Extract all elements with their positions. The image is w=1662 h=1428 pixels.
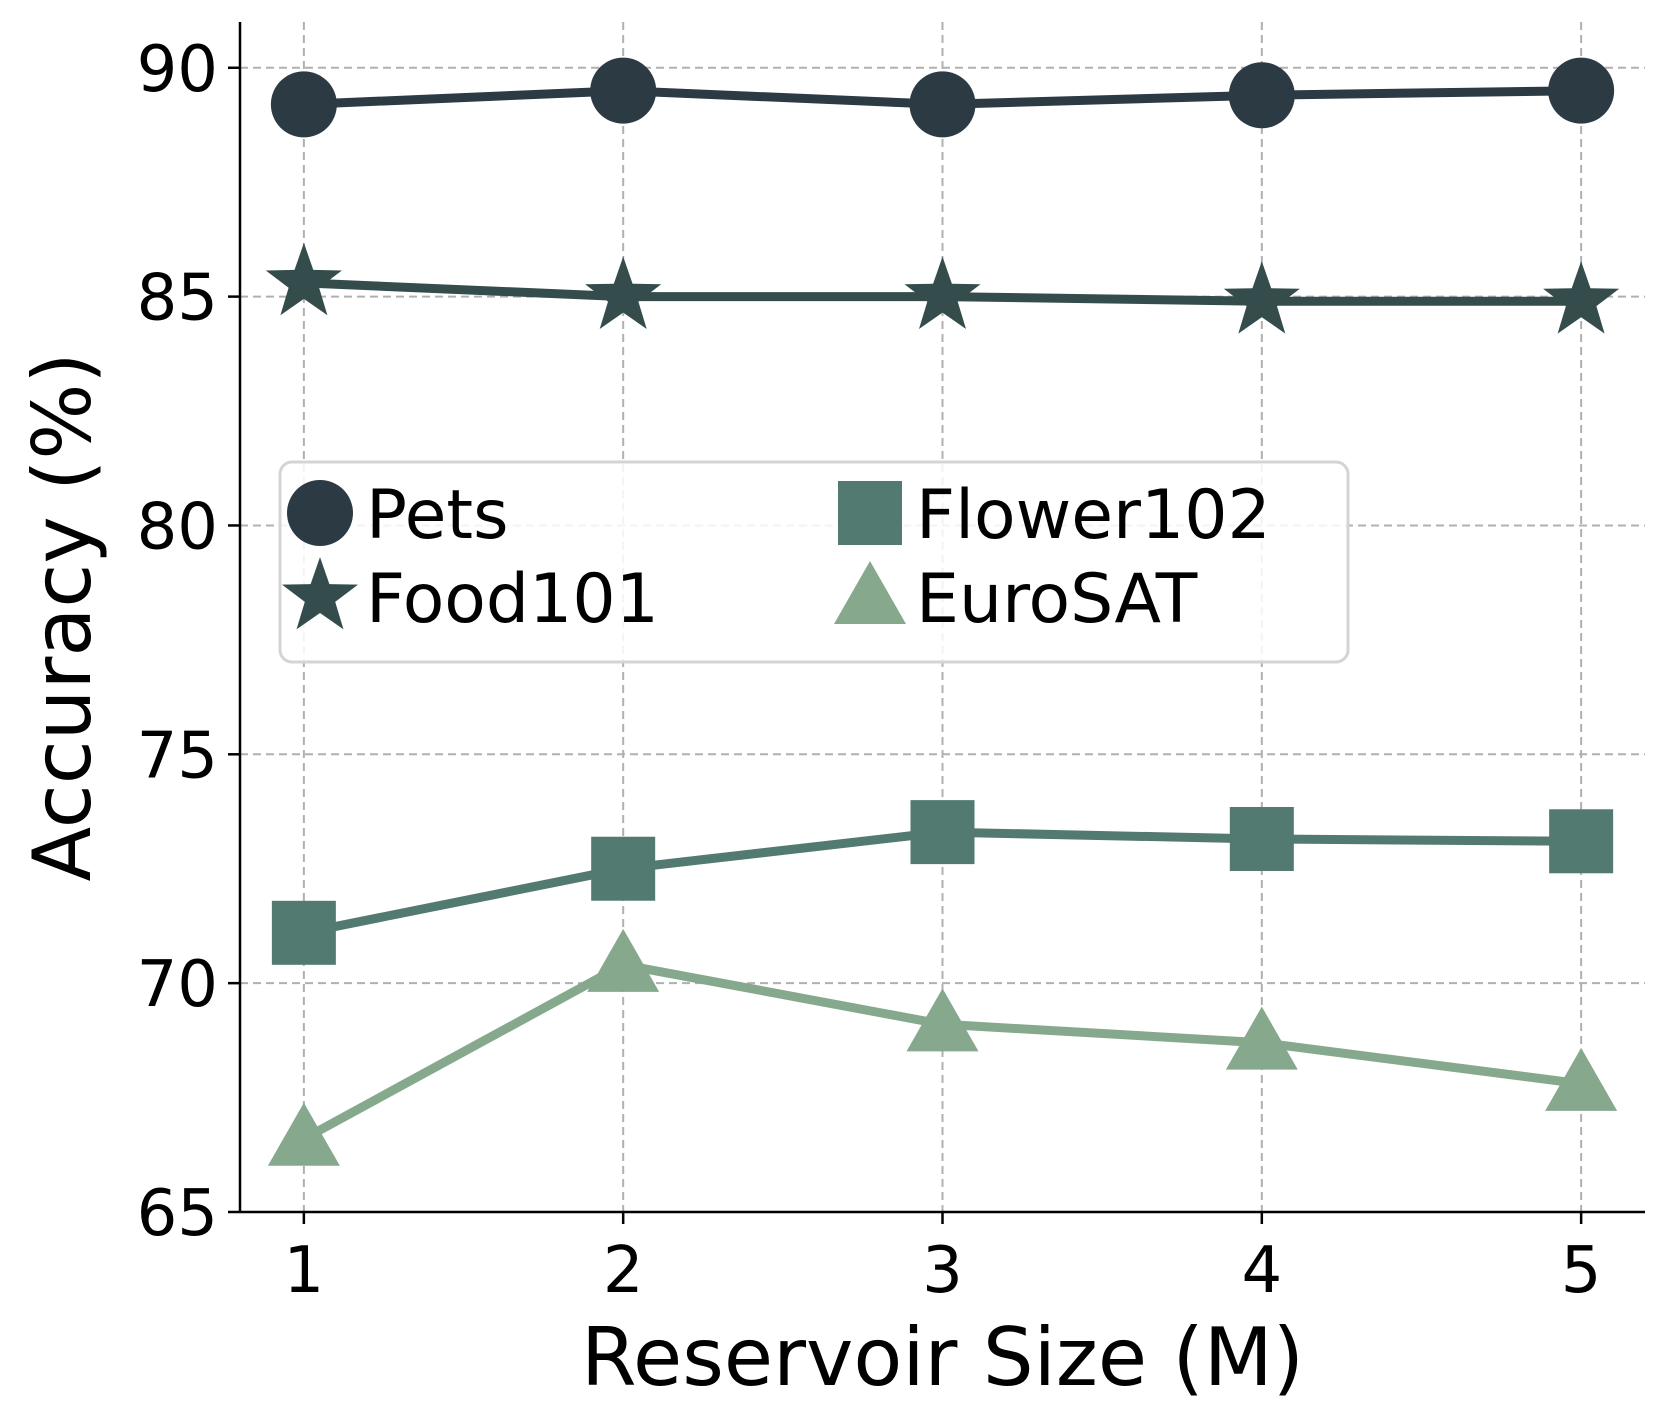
series-eurosat <box>267 928 1618 1166</box>
y-tick-label-90: 90 <box>137 33 218 107</box>
data-point-flower102-3 <box>910 800 975 865</box>
series-food101 <box>265 242 1620 334</box>
data-point-food101-2 <box>585 256 662 329</box>
x-tick-label-3: 3 <box>922 1234 963 1308</box>
data-point-eurosat-4 <box>1225 1006 1298 1070</box>
x-tick-label-5: 5 <box>1561 1234 1602 1308</box>
data-point-pets-1 <box>270 71 337 138</box>
legend-label-eurosat: EuroSAT <box>916 560 1198 639</box>
data-point-food101-5 <box>1543 261 1620 334</box>
legend-item-eurosat: EuroSAT <box>834 560 1198 639</box>
legend-item-flower102: Flower102 <box>838 476 1271 555</box>
y-tick-label-65: 65 <box>137 1177 218 1251</box>
legend-marker-food101 <box>282 557 358 630</box>
y-tick-label-85: 85 <box>137 262 218 336</box>
series-pets <box>270 57 1615 138</box>
y-tick-label-75: 75 <box>137 719 218 793</box>
axes: 1 2 3 4 5 65 70 75 80 85 90 <box>137 22 1645 1308</box>
data-point-pets-4 <box>1228 62 1295 129</box>
x-tick-label-1: 1 <box>284 1234 325 1308</box>
data-point-eurosat-2 <box>587 928 660 992</box>
data-point-pets-5 <box>1548 57 1615 124</box>
data-point-eurosat-1 <box>267 1102 340 1166</box>
legend-label-flower102: Flower102 <box>916 476 1271 555</box>
series-layer <box>265 57 1620 1166</box>
y-tick-label-70: 70 <box>137 948 218 1022</box>
legend-label-pets: Pets <box>366 476 509 555</box>
x-tick-label-2: 2 <box>603 1234 644 1308</box>
data-point-flower102-5 <box>1549 809 1614 874</box>
data-point-food101-1 <box>265 242 342 316</box>
y-tick-label-80: 80 <box>137 490 218 564</box>
legend-marker-eurosat <box>834 561 906 624</box>
data-point-eurosat-5 <box>1545 1047 1618 1111</box>
data-point-pets-2 <box>590 57 657 124</box>
series-flower102 <box>271 800 1614 965</box>
data-point-flower102-2 <box>591 836 656 901</box>
data-point-food101-4 <box>1223 261 1300 334</box>
legend-box <box>278 460 1350 664</box>
data-point-pets-3 <box>909 71 976 138</box>
legend-marker-flower102 <box>838 481 902 545</box>
data-point-food101-3 <box>904 256 981 329</box>
legend-label-food101: Food101 <box>366 560 659 639</box>
data-point-flower102-1 <box>271 900 336 965</box>
data-point-flower102-4 <box>1229 806 1294 871</box>
data-point-eurosat-3 <box>906 988 979 1052</box>
y-axis-title: Accuracy (%) <box>16 352 109 881</box>
x-axis-title: Reservoir Size (M) <box>581 1311 1304 1404</box>
legend-item-food101: Food101 <box>282 557 659 639</box>
x-tick-label-4: 4 <box>1241 1234 1282 1308</box>
legend-marker-pets <box>287 480 353 546</box>
legend-item-pets: Pets <box>287 476 509 555</box>
